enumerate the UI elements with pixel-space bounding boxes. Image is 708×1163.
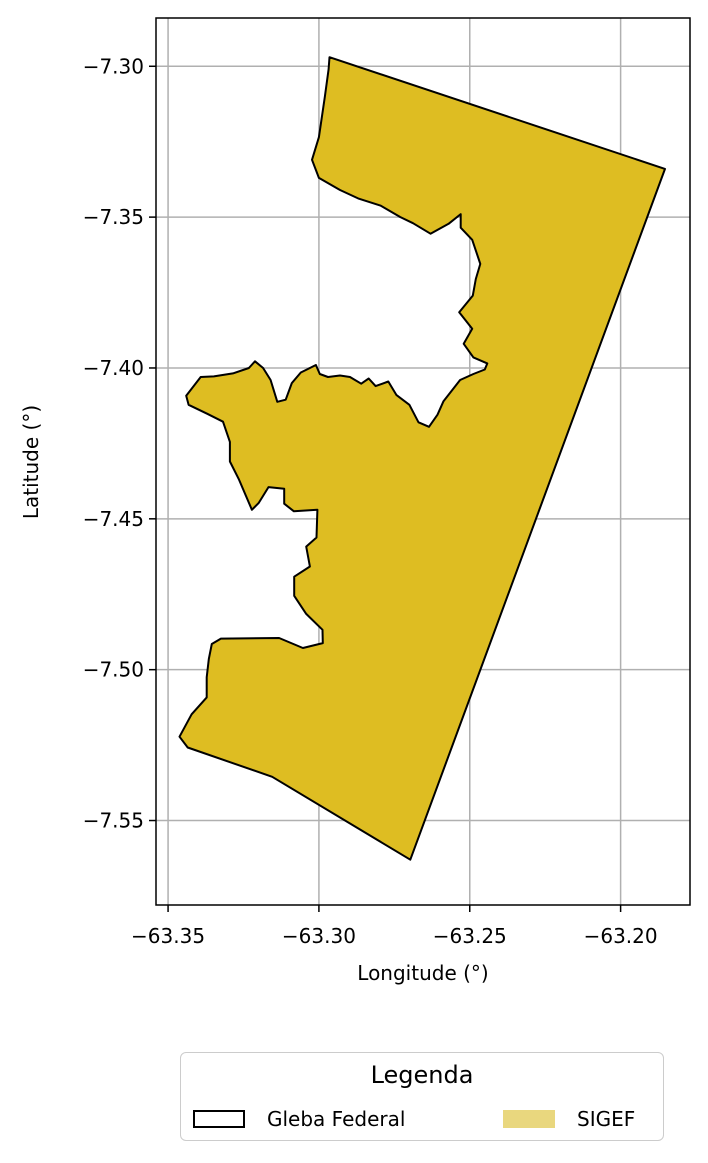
y-tick-label: −7.30 (83, 54, 144, 78)
x-tick-label: −63.25 (433, 924, 507, 948)
plot-frame (155, 17, 691, 906)
x-axis-label: Longitude (°) (357, 961, 488, 985)
map-figure: −63.35 −63.30 −63.25 −63.20 −7.30 −7.35 −7.40… (19, 17, 691, 985)
y-tick-label: −7.45 (83, 507, 144, 531)
x-tick-label: −63.30 (282, 924, 356, 948)
gleba-federal-polygon (178, 56, 666, 861)
legend-label-sigef: SIGEF (577, 1107, 636, 1131)
y-ticks: −7.30 −7.35 −7.40 −7.45 −7.50 −7.55 (83, 54, 156, 833)
area-layer (178, 56, 666, 861)
x-ticks: −63.35 −63.30 −63.25 −63.20 (131, 905, 658, 948)
legend-title: Legenda (370, 1061, 474, 1089)
x-tick-label: −63.20 (584, 924, 658, 948)
x-tick-label: −63.35 (131, 924, 205, 948)
legend-item-gleba-federal: Gleba Federal (193, 1105, 405, 1133)
legend-swatch-sigef (503, 1110, 555, 1128)
y-tick-label: −7.55 (83, 809, 144, 833)
y-tick-label: −7.50 (83, 658, 144, 682)
legend-item-sigef: SIGEF (503, 1105, 635, 1133)
legend: Legenda Gleba Federal SIGEF (180, 1052, 664, 1141)
y-tick-label: −7.40 (83, 356, 144, 380)
legend-label-gleba-federal: Gleba Federal (267, 1107, 406, 1131)
y-axis-label: Latitude (°) (19, 405, 43, 519)
legend-swatch-gleba-federal (193, 1110, 245, 1128)
y-tick-label: −7.35 (83, 205, 144, 229)
